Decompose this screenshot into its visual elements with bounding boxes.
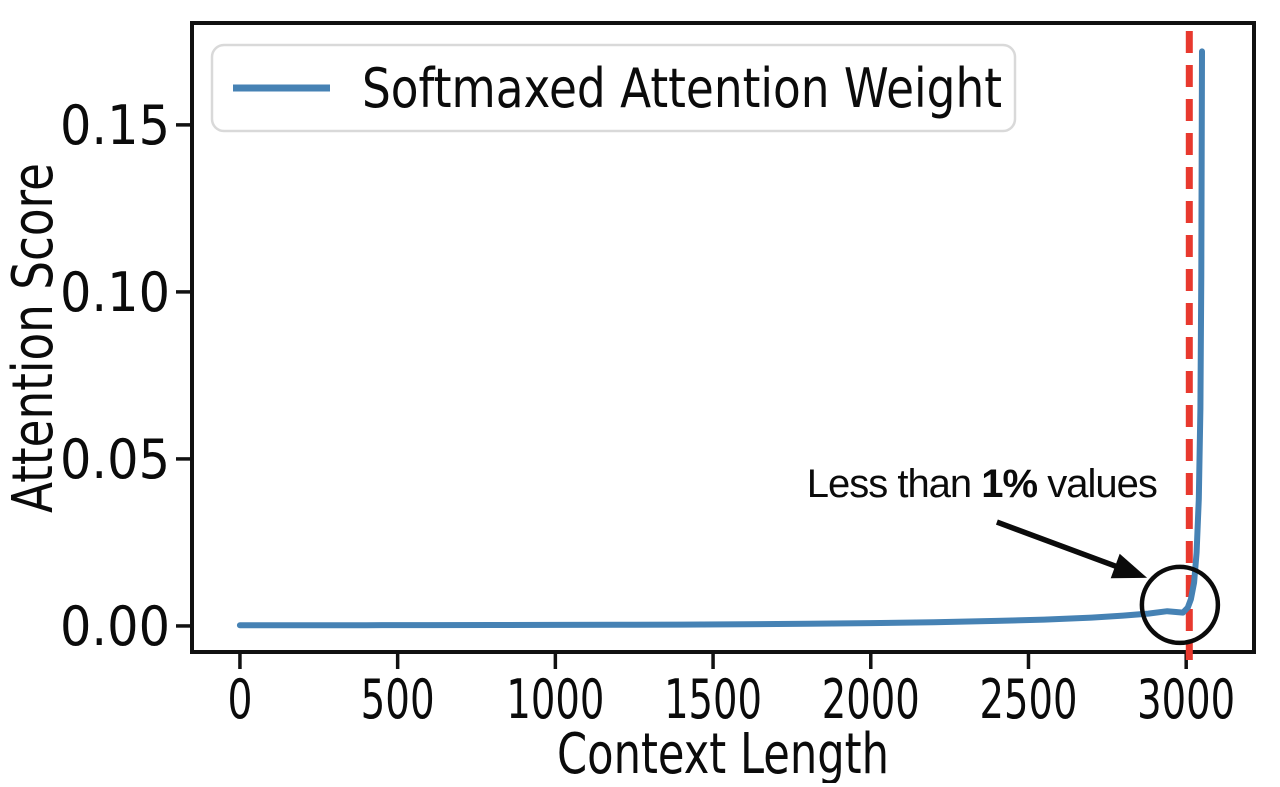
x-tick-label: 1000 — [506, 668, 604, 731]
x-tick-label: 500 — [361, 668, 435, 731]
x-tick-label: 2500 — [979, 668, 1077, 731]
x-tick-label: 1500 — [664, 668, 762, 731]
x-tick-label: 3000 — [1137, 668, 1235, 731]
annotation-text: Less than 1% values — [807, 462, 1157, 506]
x-axis-label: Context Length — [557, 722, 889, 783]
annotation-arrowhead-icon — [1110, 553, 1148, 579]
y-tick-label: 0.00 — [60, 595, 170, 658]
legend-entry-label: Softmaxed Attention Weight — [362, 57, 1002, 120]
plot-frame — [190, 21, 1256, 654]
annotation-text-bold: 1% — [981, 462, 1037, 506]
y-axis-ticks: 0.00 0.05 0.10 0.15 — [60, 94, 192, 658]
annotation-text-prefix: Less than — [807, 462, 982, 506]
y-tick-label: 0.05 — [60, 428, 170, 491]
x-tick-label: 2000 — [822, 668, 920, 731]
x-axis-ticks: 0 500 1000 1500 2000 2500 3000 — [227, 652, 1235, 731]
y-tick-label: 0.15 — [60, 94, 170, 157]
annotation-circle — [1139, 564, 1221, 646]
annotation-text-suffix: values — [1037, 462, 1157, 506]
y-tick-label: 0.10 — [60, 261, 170, 324]
y-axis-label: Attention Score — [1, 163, 66, 513]
legend-box — [210, 43, 1017, 133]
x-tick-label: 0 — [227, 668, 252, 731]
legend: Softmaxed Attention Weight — [210, 43, 1017, 133]
attention-weight-curve — [236, 48, 1205, 629]
annotation-arrow-shaft — [995, 519, 1120, 570]
